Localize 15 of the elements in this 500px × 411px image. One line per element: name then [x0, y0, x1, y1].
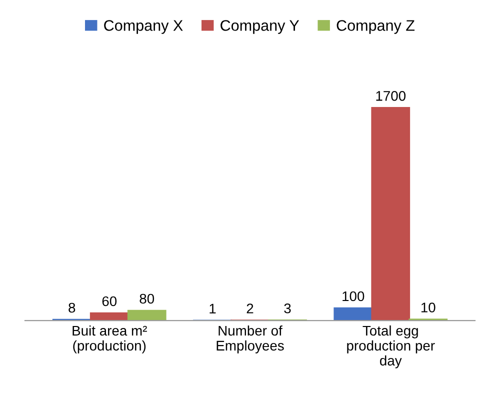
data-label: 3: [284, 303, 291, 314]
data-label: 2: [246, 304, 254, 314]
data-label: 60: [102, 296, 117, 306]
x-tick-label: Buit area m² (production): [72, 325, 147, 354]
x-tick-label: Total egg production per day: [347, 325, 435, 368]
x-tick-label: Number of Employees: [216, 325, 284, 354]
legend-label: Company Z: [336, 20, 415, 34]
data-label: 80: [140, 294, 154, 304]
legend-label: Company X: [104, 20, 183, 34]
data-label: 1700: [376, 90, 406, 101]
data-label: 10: [421, 302, 436, 312]
legend-label: Company Y: [220, 20, 300, 34]
data-label: 1: [210, 304, 216, 314]
data-label: 8: [68, 302, 76, 313]
data-label: 100: [342, 291, 364, 302]
